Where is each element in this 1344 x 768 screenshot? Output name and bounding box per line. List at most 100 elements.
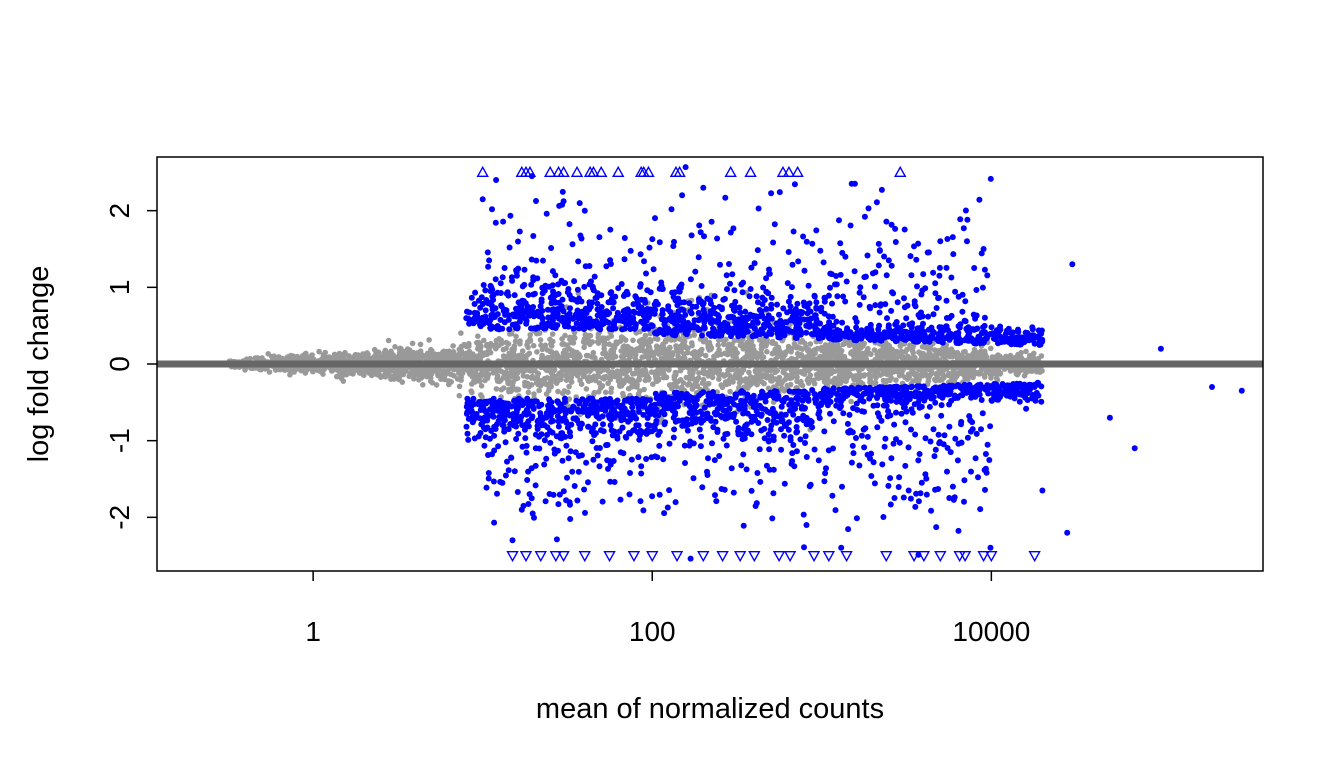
data-point-2746 — [761, 366, 767, 372]
data-point-1922 — [475, 333, 481, 340]
data-point-4894 — [579, 396, 586, 403]
data-point-2704 — [474, 339, 480, 346]
data-point-3504 — [891, 349, 898, 356]
data-point-1833 — [794, 374, 800, 380]
data-point-2781 — [1023, 348, 1029, 355]
data-point-2505 — [754, 381, 760, 388]
data-point-4427 — [855, 384, 862, 391]
data-point-4463 — [1038, 398, 1045, 405]
data-point-2438 — [779, 356, 786, 362]
data-point-3591 — [933, 347, 940, 354]
data-point-3162 — [520, 373, 527, 379]
data-point-3345 — [631, 370, 638, 377]
data-point-3635 — [785, 426, 792, 433]
data-point-3108 — [962, 348, 968, 355]
data-point-3029 — [368, 369, 374, 376]
data-point-4928 — [508, 403, 515, 410]
data-point-2386 — [550, 368, 556, 375]
data-point-1595 — [399, 379, 406, 385]
data-point-2052 — [722, 379, 729, 385]
data-point-4183 — [646, 422, 653, 429]
data-point-1499 — [946, 370, 952, 377]
data-point-2423 — [612, 353, 619, 360]
data-point-3342 — [584, 376, 591, 383]
data-point-3047 — [861, 372, 868, 378]
data-point-4497 — [664, 394, 671, 401]
data-point-1827 — [417, 341, 424, 348]
data-point-4490 — [912, 329, 919, 335]
data-point-3470 — [379, 366, 386, 372]
data-point-2864 — [602, 389, 609, 396]
data-point-3391 — [822, 374, 828, 380]
data-point-4799 — [766, 323, 773, 330]
data-point-2840 — [505, 341, 512, 347]
data-point-3372 — [428, 371, 435, 377]
data-point-1399 — [486, 347, 492, 354]
data-point-2866 — [675, 354, 682, 360]
data-point-2596 — [667, 351, 673, 358]
data-point-2756 — [801, 371, 808, 377]
data-point-3440 — [527, 368, 533, 374]
data-point-3424 — [935, 374, 941, 381]
data-point-3282 — [254, 355, 261, 361]
data-point-4329 — [978, 397, 985, 403]
data-point-3330 — [673, 371, 679, 378]
data-point-4806 — [530, 304, 537, 310]
data-point-1484 — [559, 336, 565, 342]
data-point-3302 — [642, 332, 649, 339]
data-point-3163 — [1001, 366, 1008, 372]
data-point-2853 — [984, 367, 990, 374]
data-point-3280 — [387, 366, 393, 372]
data-point-705 — [527, 332, 533, 338]
data-point-3172 — [885, 353, 892, 359]
data-point-3305 — [665, 347, 671, 354]
data-point-2244 — [691, 349, 697, 356]
data-point-4102 — [564, 424, 571, 431]
data-point-4895 — [733, 392, 740, 399]
data-point-3023 — [700, 366, 707, 373]
data-point-2219 — [492, 342, 499, 348]
data-point-3592 — [744, 346, 751, 353]
data-point-3168 — [1015, 351, 1021, 358]
data-point-4645 — [774, 301, 780, 308]
data-point-3147 — [715, 368, 722, 375]
data-point-2670 — [603, 373, 609, 380]
data-point-3499 — [734, 350, 740, 356]
data-point-3725 — [789, 284, 795, 291]
data-point-919 — [340, 378, 347, 384]
data-point-2537 — [346, 353, 352, 359]
data-point-2838 — [810, 377, 817, 384]
data-point-4934 — [743, 421, 750, 428]
data-point-3594 — [660, 341, 666, 348]
data-point-4817 — [930, 394, 937, 401]
data-point-4576 — [530, 291, 537, 298]
data-point-2994 — [910, 350, 916, 356]
data-point-3170 — [799, 346, 806, 353]
data-point-3105 — [719, 384, 726, 391]
data-point-3927 — [787, 293, 794, 300]
data-point-4342 — [567, 305, 573, 312]
data-point-1553 — [503, 345, 509, 352]
data-point-3705 — [615, 285, 622, 292]
data-point-2660 — [301, 352, 308, 358]
data-point-4481 — [741, 402, 748, 409]
data-point-3375 — [783, 372, 789, 378]
data-point-2769 — [720, 372, 726, 378]
data-point-3547 — [844, 368, 850, 375]
data-point-3450 — [838, 348, 845, 354]
data-point-4908 — [918, 324, 925, 331]
data-point-3457 — [616, 374, 623, 380]
data-point-3528 — [388, 374, 394, 381]
data-point-3228 — [392, 368, 398, 375]
data-point-2857 — [605, 355, 612, 362]
data-point-4736 — [474, 310, 481, 317]
data-point-3422 — [854, 350, 861, 357]
data-point-3537 — [610, 348, 617, 355]
data-point-3454 — [956, 352, 962, 358]
data-point-2847 — [582, 331, 589, 338]
data-point-923 — [750, 343, 756, 349]
data-point-3531 — [399, 354, 405, 361]
data-point-2965 — [837, 377, 844, 384]
data-point-3767 — [988, 324, 995, 331]
data-point-2379 — [458, 343, 465, 350]
